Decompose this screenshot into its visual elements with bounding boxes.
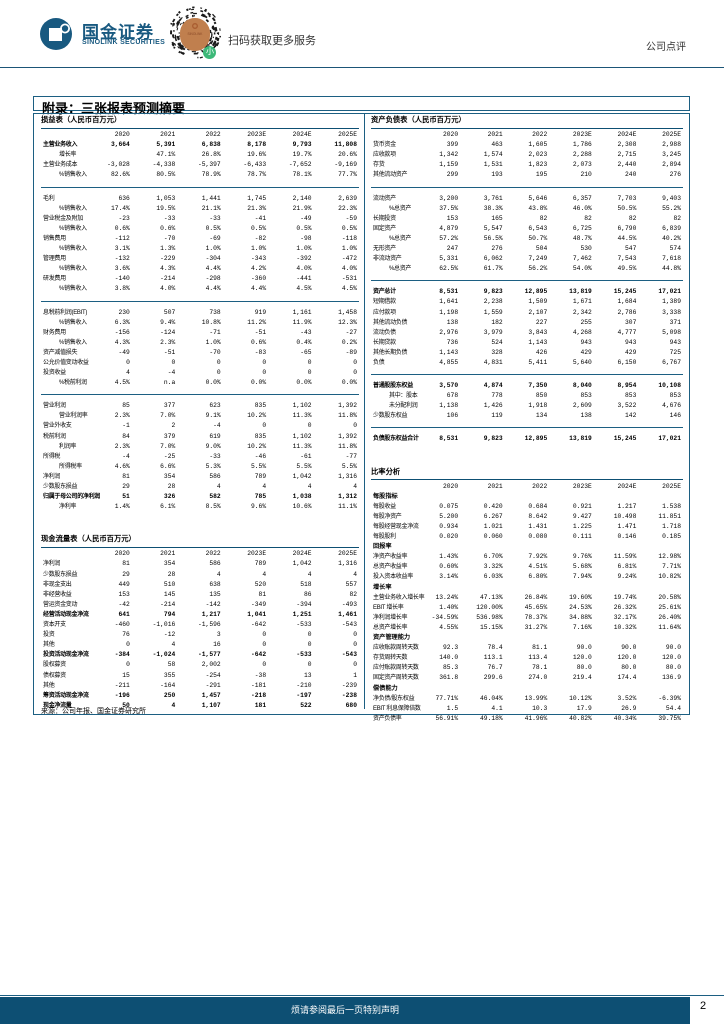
svg-text:SINOLINK: SINOLINK <box>188 32 204 36</box>
